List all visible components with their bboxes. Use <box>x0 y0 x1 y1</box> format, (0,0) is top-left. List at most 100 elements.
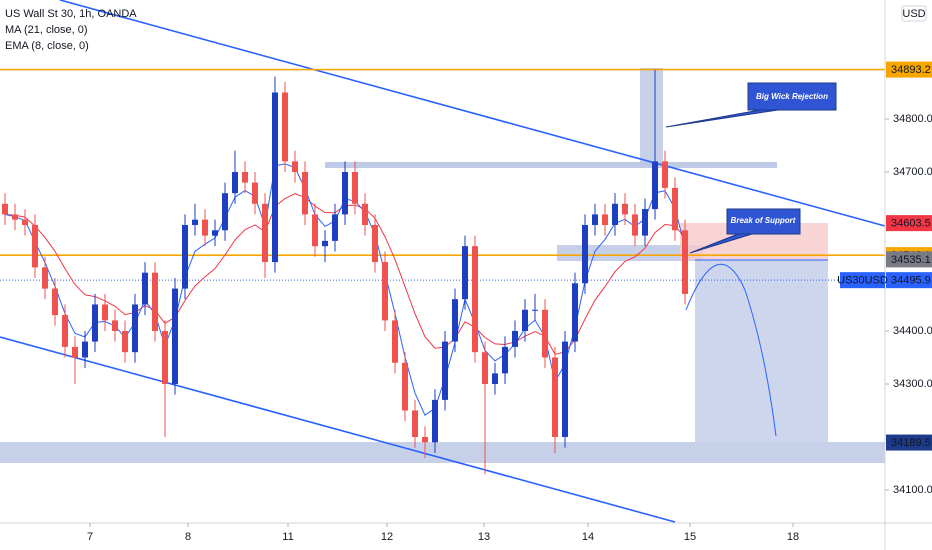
currency-badge[interactable] <box>901 5 927 22</box>
candle-body <box>332 214 338 241</box>
candle-body <box>42 267 48 289</box>
candle-body <box>362 203 368 225</box>
candle-body <box>12 214 18 220</box>
candle-body <box>632 214 638 236</box>
candle-body <box>112 320 118 331</box>
x-tick-label: 12 <box>381 531 393 543</box>
candle-body <box>282 92 288 162</box>
candle-body <box>352 171 358 204</box>
price-label-bg <box>886 215 932 232</box>
price-label-bg <box>886 434 932 451</box>
annotation: Big Wick Rejection <box>756 92 828 101</box>
callouts: Big Wick Rejection Break of Support <box>665 82 837 254</box>
indicator-label: MA (21, close, 0) <box>5 24 88 36</box>
symbol-label-bg <box>840 272 885 289</box>
drawings <box>0 0 886 523</box>
candle-body <box>82 341 88 358</box>
candle-body <box>222 193 228 231</box>
candle-body <box>192 219 198 225</box>
candle-body <box>542 309 548 358</box>
candle-body <box>452 299 458 342</box>
candle-body <box>552 357 558 437</box>
currency[interactable]: USD <box>902 8 925 20</box>
candle-body <box>2 203 8 215</box>
candle-body <box>172 288 178 384</box>
x-tick-label: 8 <box>185 531 191 543</box>
candle-body <box>252 182 258 204</box>
candle-body <box>22 219 28 225</box>
trend-line <box>0 336 676 523</box>
callout-box <box>689 208 801 254</box>
candle-body <box>32 224 38 268</box>
candle-body <box>592 214 598 225</box>
candle-body <box>232 171 238 194</box>
candle-body <box>602 214 608 225</box>
candle-body <box>652 161 658 210</box>
x-tick-label: 11 <box>282 531 293 543</box>
candle-body <box>432 399 438 443</box>
indicator-label: EMA (8, close, 0) <box>5 40 89 52</box>
candle-body <box>482 352 488 384</box>
candle-body <box>402 362 408 411</box>
candle-body <box>242 171 248 183</box>
candle-body <box>672 187 678 231</box>
y-tick-label: 34400.0 <box>893 325 932 337</box>
projection-path <box>685 263 777 437</box>
candle-body <box>622 203 628 215</box>
candle-body <box>142 272 148 305</box>
candle-body <box>642 209 648 236</box>
y-tick-label: 34800.0 <box>893 113 932 125</box>
candle-body <box>392 320 398 363</box>
candle-body <box>462 246 468 300</box>
price-label-bg <box>886 61 932 78</box>
candle-body <box>492 373 498 384</box>
callout-box <box>665 82 837 128</box>
x-tick-label: 18 <box>787 531 799 543</box>
candle-body <box>212 230 218 236</box>
x-tick-label: 14 <box>582 531 594 543</box>
candle-body <box>522 309 528 331</box>
x-tick-label: 15 <box>684 531 696 543</box>
support-zone <box>0 442 885 463</box>
y-tick-label: 34300.0 <box>893 378 932 390</box>
candle-body <box>682 230 688 294</box>
candle-body <box>102 304 108 321</box>
candle-body <box>272 92 278 263</box>
price-label: 34535.1 <box>891 254 931 266</box>
candle-body <box>262 203 268 263</box>
price-label-bg <box>886 272 932 289</box>
price-label-bg <box>886 251 932 268</box>
candle-body <box>342 171 348 215</box>
candle-body <box>512 330 518 347</box>
candle-body <box>72 346 78 358</box>
resistance-zone <box>325 162 777 168</box>
x-tick-label: 7 <box>87 531 93 543</box>
candle-body <box>162 330 168 384</box>
annotation: Break of Support <box>731 216 796 225</box>
candle-body <box>572 283 578 342</box>
x-tick-label: 13 <box>478 531 490 543</box>
candle-body <box>442 341 448 400</box>
candle-body <box>372 224 378 263</box>
candle-body <box>582 224 588 284</box>
wick-highlight <box>640 68 663 165</box>
candle-body <box>412 410 418 437</box>
price-label: 34893.2 <box>891 64 931 76</box>
axes: 34800.0 34700.0 34400.0 34300.0 34100.0 7 8 11 1… <box>87 61 932 543</box>
candle-body <box>292 161 298 172</box>
candle-body <box>472 246 478 353</box>
symbol-label: US30USD <box>837 275 888 287</box>
candle-body <box>502 346 508 374</box>
symbol-title: US Wall St 30, 1h, OANDA <box>5 8 137 20</box>
candle-body <box>62 315 68 347</box>
y-tick-label: 34700.0 <box>893 166 932 178</box>
candle-body <box>312 214 318 247</box>
candle-body <box>562 341 568 437</box>
candle-body <box>122 330 128 353</box>
candles <box>2 69 688 475</box>
price-label: 34603.5 <box>891 218 931 230</box>
candle-body <box>152 272 158 331</box>
candle-body <box>182 224 188 289</box>
y-tick-label: 34100.0 <box>893 484 932 496</box>
